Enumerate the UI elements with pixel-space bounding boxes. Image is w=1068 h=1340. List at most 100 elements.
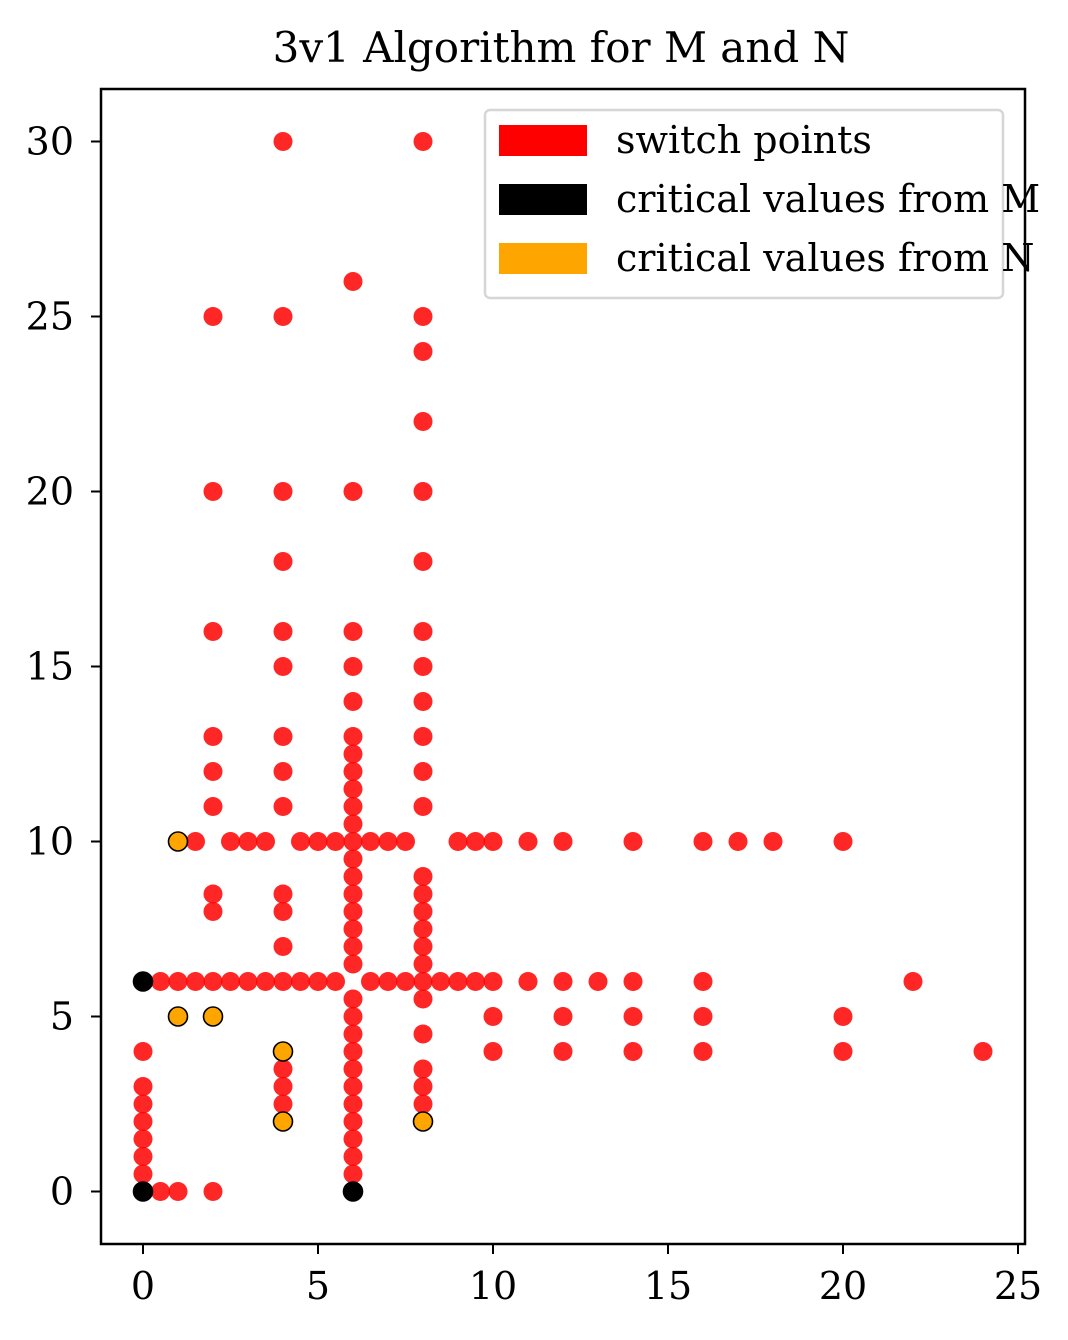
critical-value-n-point (167, 1006, 189, 1027)
switch-point (273, 762, 293, 781)
switch-point (553, 1007, 573, 1026)
switch-point (186, 832, 205, 851)
switch-point (221, 832, 240, 851)
switch-point (431, 972, 450, 991)
switch-point (413, 1059, 433, 1079)
switch-point (413, 867, 433, 886)
switch-point (413, 657, 433, 676)
switch-point (273, 1094, 293, 1114)
switch-point (396, 832, 415, 851)
switch-point (466, 832, 485, 851)
y-tick-label: 25 (26, 295, 74, 339)
switch-point (133, 1077, 153, 1096)
switch-point (623, 832, 643, 851)
switch-point (343, 867, 363, 886)
switch-point (256, 832, 275, 851)
switch-point (168, 972, 188, 991)
y-tick-label: 15 (26, 645, 74, 689)
switch-point (203, 884, 223, 904)
switch-point (133, 1094, 153, 1114)
series-switch-points (133, 132, 993, 1201)
switch-point (343, 1007, 363, 1026)
switch-point (203, 727, 223, 746)
switch-point (203, 902, 223, 921)
switch-point (466, 972, 485, 991)
switch-point (256, 972, 275, 991)
switch-point (343, 954, 363, 974)
switch-point (588, 972, 608, 991)
switch-point (343, 657, 363, 676)
switch-point (483, 972, 503, 991)
switch-point (343, 797, 363, 816)
switch-point (151, 1182, 170, 1201)
switch-point (203, 307, 223, 326)
switch-point (623, 1007, 643, 1026)
series-critical-values-from-n (167, 831, 434, 1132)
switch-point (553, 1042, 573, 1061)
y-tick-label: 5 (50, 995, 74, 1039)
switch-point (693, 1042, 713, 1061)
critical-value-m-point (132, 1181, 154, 1202)
switch-point (273, 884, 293, 904)
switch-point (203, 622, 223, 641)
switch-point (361, 832, 380, 851)
switch-point (623, 972, 643, 991)
switch-point (291, 972, 310, 991)
switch-point (413, 132, 433, 151)
switch-point (413, 884, 433, 904)
switch-point (518, 972, 538, 991)
switch-point (903, 972, 923, 991)
switch-point (203, 762, 223, 781)
switch-point (273, 797, 293, 816)
switch-point (728, 832, 748, 851)
switch-point (326, 832, 345, 851)
switch-point (833, 832, 853, 851)
critical-value-m-point (342, 1181, 364, 1202)
switch-point (343, 1129, 363, 1149)
x-axis: 0 5 10 15 20 25 (131, 1244, 1042, 1308)
switch-point (518, 832, 538, 851)
critical-value-n-point (272, 1041, 294, 1062)
switch-point (343, 1112, 363, 1131)
legend-swatch (499, 184, 587, 215)
x-tick-label: 15 (644, 1264, 692, 1308)
switch-point (413, 1024, 433, 1044)
switch-point (238, 832, 258, 851)
switch-point (273, 902, 293, 921)
switch-point (308, 832, 328, 851)
plot-frame (99, 87, 1027, 1246)
switch-point (133, 1129, 153, 1149)
switch-point (343, 744, 363, 764)
switch-point (413, 972, 433, 991)
switch-point (343, 762, 363, 781)
critical-value-m-point (132, 971, 154, 992)
switch-point (483, 1007, 503, 1026)
switch-point (343, 814, 363, 834)
switch-point (203, 797, 223, 816)
switch-point (203, 972, 223, 991)
switch-point (483, 1042, 503, 1061)
switch-point (413, 902, 433, 921)
switch-point (308, 972, 328, 991)
switch-point (343, 919, 363, 939)
switch-point (343, 779, 363, 799)
switch-point (483, 832, 503, 851)
switch-point (413, 552, 433, 571)
switch-point (413, 307, 433, 326)
y-tick-label: 20 (26, 470, 74, 514)
legend-swatch (499, 125, 587, 156)
y-tick-label: 30 (26, 120, 74, 164)
switch-point (238, 972, 258, 991)
switch-point (273, 1059, 293, 1079)
switch-point (343, 1164, 363, 1184)
switch-point (343, 1094, 363, 1114)
switch-point (343, 622, 363, 641)
critical-value-n-point (412, 1111, 434, 1132)
switch-point (413, 954, 433, 974)
y-axis: 0 5 10 15 20 25 30 (26, 120, 101, 1214)
switch-point (413, 342, 433, 361)
switch-point (833, 1007, 853, 1026)
switch-point (221, 972, 240, 991)
switch-point (273, 552, 293, 571)
critical-value-n-point (202, 1006, 224, 1027)
